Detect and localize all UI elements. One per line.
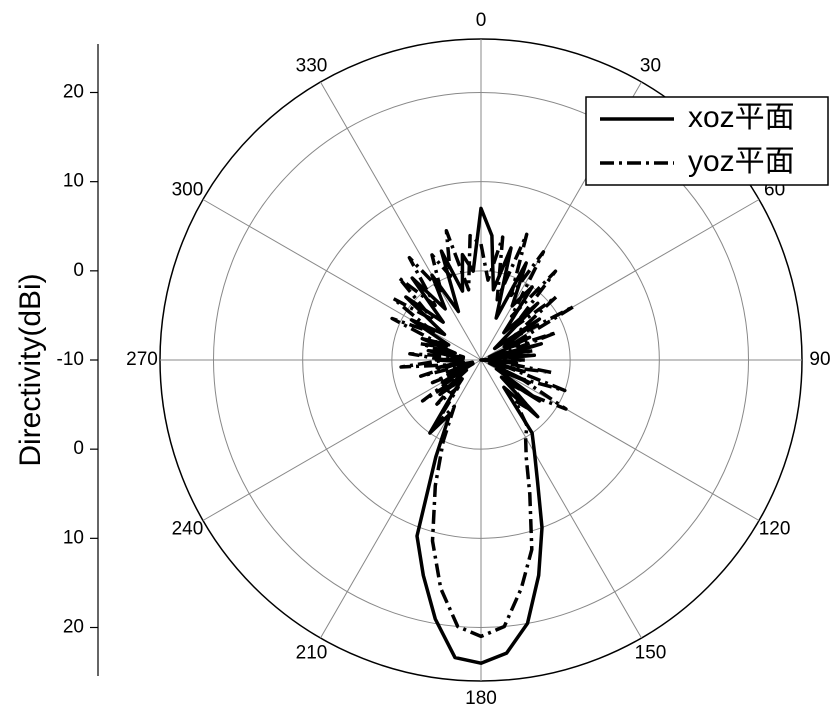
theta-tick-label: 0	[476, 10, 487, 31]
legend-label: yoz平面	[688, 145, 795, 178]
theta-tick-label: 30	[640, 55, 661, 76]
r-tick-label: 0	[73, 438, 84, 459]
legend-label: xoz平面	[688, 101, 795, 134]
grid-spoke	[480, 359, 642, 639]
theta-tick-label: 180	[465, 688, 497, 709]
grid-spoke	[202, 359, 482, 521]
theta-tick-label: 120	[759, 519, 791, 540]
theta-tick-label: 300	[172, 180, 204, 201]
theta-tick-label: 240	[172, 519, 204, 540]
grid-spoke	[320, 359, 482, 639]
theta-tick-label: 150	[635, 643, 667, 664]
legend-box	[585, 96, 829, 186]
series-line	[404, 206, 544, 665]
theta-tick-label: 90	[809, 349, 830, 370]
grid-spoke	[202, 199, 482, 361]
y-axis-label: Directivity(dBi)	[14, 273, 47, 466]
grid-spoke	[480, 199, 760, 361]
r-tick-label: 20	[63, 82, 84, 103]
r-tick-label: -10	[57, 349, 84, 370]
theta-tick-label: 210	[296, 643, 328, 664]
r-tick-label: 10	[63, 171, 84, 192]
theta-tick-label: 270	[126, 349, 158, 370]
grid-spoke	[320, 81, 482, 361]
series-line	[390, 229, 576, 639]
theta-tick-label: 330	[296, 55, 328, 76]
grid-spoke	[480, 359, 760, 521]
r-tick-label: 20	[63, 617, 84, 638]
r-tick-label: 0	[73, 260, 84, 281]
r-tick-label: 10	[63, 527, 84, 548]
